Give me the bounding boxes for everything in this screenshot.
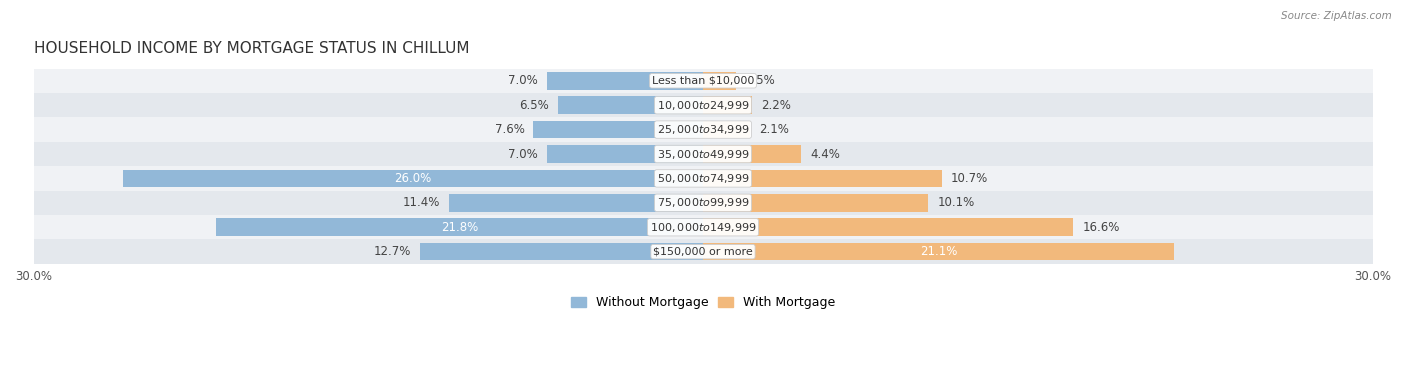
Text: $35,000 to $49,999: $35,000 to $49,999 (657, 147, 749, 161)
Text: $50,000 to $74,999: $50,000 to $74,999 (657, 172, 749, 185)
Text: 7.6%: 7.6% (495, 123, 524, 136)
Bar (547, 145, 703, 163)
Text: 11.4%: 11.4% (402, 196, 440, 209)
Text: $150,000 or more: $150,000 or more (654, 247, 752, 257)
Bar (703, 243, 1174, 260)
Bar (122, 170, 703, 187)
Bar (34, 118, 1372, 142)
Bar (703, 72, 737, 90)
Legend: Without Mortgage, With Mortgage: Without Mortgage, With Mortgage (565, 291, 841, 314)
Bar (217, 218, 703, 236)
Bar (703, 218, 1073, 236)
Text: 12.7%: 12.7% (373, 245, 411, 258)
Bar (703, 145, 801, 163)
Text: HOUSEHOLD INCOME BY MORTGAGE STATUS IN CHILLUM: HOUSEHOLD INCOME BY MORTGAGE STATUS IN C… (34, 42, 470, 56)
Text: 4.4%: 4.4% (810, 147, 839, 161)
Bar (703, 170, 942, 187)
Text: $10,000 to $24,999: $10,000 to $24,999 (657, 99, 749, 112)
Bar (558, 96, 703, 114)
Text: 10.1%: 10.1% (938, 196, 974, 209)
Bar (34, 142, 1372, 166)
Text: 6.5%: 6.5% (519, 99, 548, 112)
Text: 1.5%: 1.5% (745, 74, 775, 87)
Text: 16.6%: 16.6% (1083, 221, 1119, 234)
Text: 26.0%: 26.0% (394, 172, 432, 185)
Text: Less than $10,000: Less than $10,000 (652, 76, 754, 86)
Text: Source: ZipAtlas.com: Source: ZipAtlas.com (1281, 11, 1392, 21)
Text: 7.0%: 7.0% (508, 74, 538, 87)
Text: 2.1%: 2.1% (759, 123, 789, 136)
Bar (34, 191, 1372, 215)
Bar (34, 68, 1372, 93)
Text: 10.7%: 10.7% (950, 172, 988, 185)
Bar (449, 194, 703, 212)
Bar (34, 239, 1372, 264)
Bar (533, 121, 703, 138)
Bar (34, 166, 1372, 191)
Text: 7.0%: 7.0% (508, 147, 538, 161)
Bar (34, 215, 1372, 239)
Bar (34, 93, 1372, 118)
Bar (703, 194, 928, 212)
Bar (547, 72, 703, 90)
Text: 21.1%: 21.1% (920, 245, 957, 258)
Bar (703, 96, 752, 114)
Bar (703, 121, 749, 138)
Text: $75,000 to $99,999: $75,000 to $99,999 (657, 196, 749, 209)
Text: $25,000 to $34,999: $25,000 to $34,999 (657, 123, 749, 136)
Text: 2.2%: 2.2% (761, 99, 792, 112)
Bar (419, 243, 703, 260)
Text: 21.8%: 21.8% (441, 221, 478, 234)
Text: $100,000 to $149,999: $100,000 to $149,999 (650, 221, 756, 234)
